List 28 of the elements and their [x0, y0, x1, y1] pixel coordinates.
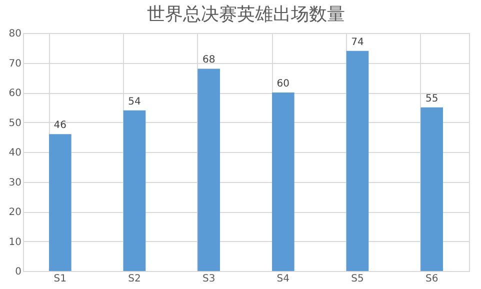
x-tick-label: S3 [202, 274, 216, 284]
y-tick-label: 10 [8, 236, 22, 248]
x-tick-label: S6 [425, 274, 438, 284]
data-label: 68 [202, 54, 216, 66]
x-tick-label: S1 [54, 274, 67, 284]
bar [123, 110, 146, 271]
bar [272, 92, 294, 271]
y-tick-label: 80 [8, 28, 22, 40]
data-label: 54 [128, 96, 141, 108]
x-tick-label: S5 [351, 274, 364, 284]
x-tick-label: S2 [128, 274, 141, 284]
bar [346, 50, 369, 271]
y-tick-label: 50 [8, 118, 22, 129]
y-tick-label: 30 [8, 177, 22, 188]
bar [198, 68, 220, 271]
y-tick-label: 70 [8, 58, 22, 70]
chart-title: 世界总决赛英雄出场数量 [147, 4, 345, 25]
bar [49, 134, 72, 271]
data-label: 60 [276, 78, 290, 90]
data-label: 46 [54, 120, 67, 132]
data-label: 74 [351, 36, 364, 48]
y-tick-label: 60 [8, 88, 22, 99]
data-label: 55 [425, 93, 438, 104]
y-tick-label: 20 [8, 207, 22, 218]
x-tick-label: S4 [276, 274, 290, 284]
bar [420, 107, 443, 271]
y-tick-label: 0 [15, 266, 22, 278]
y-tick-label: 40 [8, 148, 22, 158]
